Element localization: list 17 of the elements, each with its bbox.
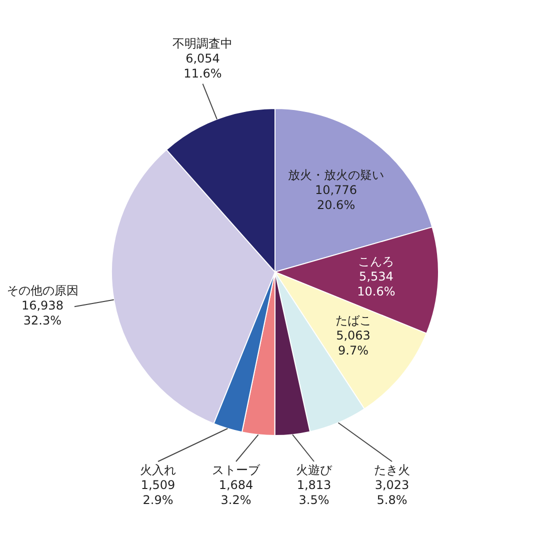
slice-label: ストーブ [212,463,261,478]
slice-label: たばこ [335,314,372,328]
data-label: 1,813 3.5% [296,478,332,508]
data-label: 5,534 10.6% [357,270,396,299]
slice-label: たき火 [374,463,410,478]
slice-label: こんろ [358,254,394,269]
data-label: 10,776 20.6% [315,183,358,212]
data-label: 6,054 11.6% [184,51,222,80]
slice-label: 放火・放火の疑い [288,168,384,182]
data-label: 16,938 32.3% [21,298,64,328]
data-label: 1,509 2.9% [140,478,176,508]
data-label: 1,684 3.2% [218,478,254,508]
slice-label: 火遊び [296,463,333,478]
data-label: 3,023 5.8% [374,478,410,508]
slice-label: 不明調査中 [172,36,233,50]
slice-label: 火入れ [140,463,176,478]
data-label: 5,063 9.7% [336,328,370,358]
